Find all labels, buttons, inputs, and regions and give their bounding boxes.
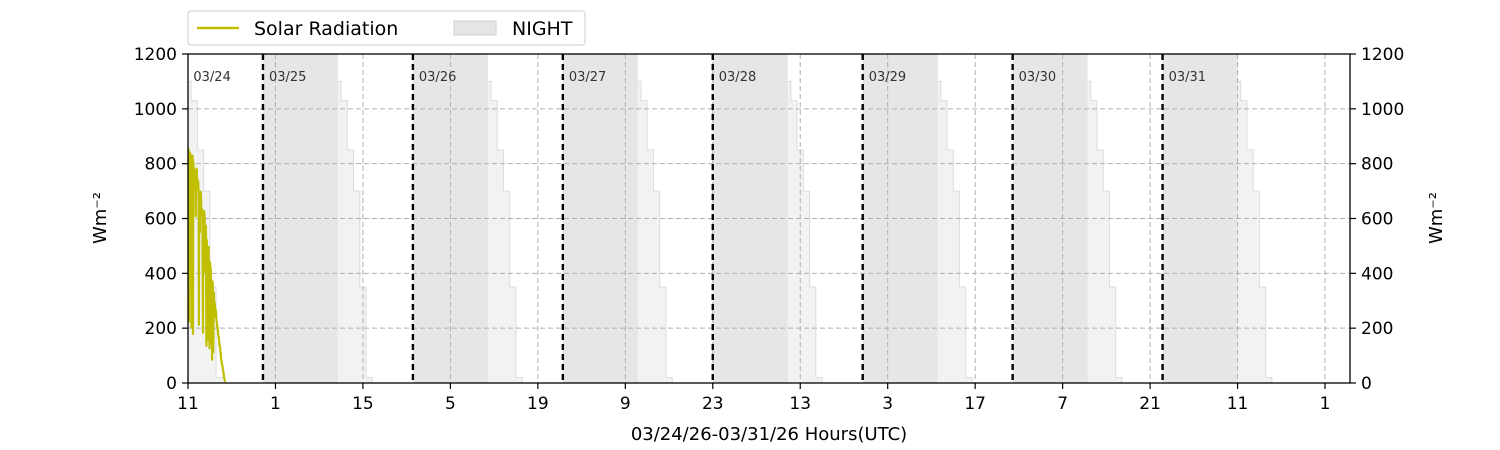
- day-label-1: 03/25: [269, 70, 306, 85]
- legend-solar-label: Solar Radiation: [254, 18, 398, 40]
- y-tick-label-right-5: 1000: [1361, 100, 1404, 120]
- y-tick-label-right-4: 800: [1361, 155, 1393, 175]
- y-tick-label-right-3: 600: [1361, 210, 1393, 230]
- x-tick-label-13: 1: [1320, 394, 1331, 414]
- day-label-2: 03/26: [419, 70, 456, 85]
- y-tick-label-right-2: 400: [1361, 264, 1393, 284]
- x-tick-label-1: 1: [270, 394, 281, 414]
- day-label-4: 03/28: [719, 70, 756, 85]
- legend-night-label: NIGHT: [512, 18, 573, 40]
- x-tick-label-10: 7: [1057, 394, 1068, 414]
- x-axis-label: 03/24/26-03/31/26 Hours(UTC): [631, 424, 907, 445]
- tick-marks: [182, 53, 1356, 389]
- x-tick-label-2: 15: [352, 394, 374, 414]
- x-tick-label-3: 5: [445, 394, 456, 414]
- y-axis-label-left: Wm⁻²: [90, 192, 111, 244]
- y-tick-label-left-3: 600: [145, 210, 177, 230]
- day-label-7: 03/31: [1169, 70, 1206, 85]
- y-tick-label-left-2: 400: [145, 264, 177, 284]
- x-tick-label-12: 11: [1227, 394, 1249, 414]
- grid-lines: [188, 54, 1350, 383]
- y-tick-label-left-0: 0: [166, 374, 177, 394]
- series-line-solar-radiation: [188, 147, 227, 383]
- x-tick-label-11: 21: [1139, 394, 1161, 414]
- y-tick-label-left-6: 1200: [134, 45, 177, 65]
- y-tick-label-right-6: 1200: [1361, 45, 1404, 65]
- y-tick-label-left-4: 800: [145, 155, 177, 175]
- x-tick-label-0: 11: [177, 394, 199, 414]
- day-boundaries: 03/24 03/25 03/26 03/27 03/28 03/29 03/30 03/31: [193, 54, 1206, 383]
- x-tick-labels: 11 1 15 5 19 9 23 13 3 17 7 21 11 1: [177, 394, 1330, 414]
- legend: Solar Radiation NIGHT: [187, 10, 586, 46]
- day-label-0: 03/24: [193, 70, 230, 85]
- legend-night-patch-swatch: [453, 20, 497, 36]
- night-band-5: [1012, 54, 1088, 383]
- series-layer: [188, 147, 227, 383]
- day-label-6: 03/30: [1019, 70, 1056, 85]
- x-tick-label-7: 13: [789, 394, 811, 414]
- y-tick-labels: 0 0 200 200 400 400 600 600 800 800 1000 1000 1200 12…: [134, 45, 1405, 394]
- x-tick-label-8: 3: [882, 394, 893, 414]
- legend-frame: [187, 10, 586, 46]
- y-tick-label-left-5: 1000: [134, 100, 177, 120]
- day-label-5: 03/29: [869, 70, 906, 85]
- x-tick-label-5: 9: [620, 394, 631, 414]
- x-tick-label-6: 23: [702, 394, 724, 414]
- y-tick-label-right-0: 0: [1361, 374, 1372, 394]
- y-tick-label-right-1: 200: [1361, 319, 1393, 339]
- day-label-3: 03/27: [569, 70, 606, 85]
- x-tick-label-4: 19: [527, 394, 549, 414]
- y-tick-label-left-1: 200: [145, 319, 177, 339]
- y-axis-label-right: Wm⁻²: [1426, 192, 1447, 244]
- x-tick-label-9: 17: [964, 394, 986, 414]
